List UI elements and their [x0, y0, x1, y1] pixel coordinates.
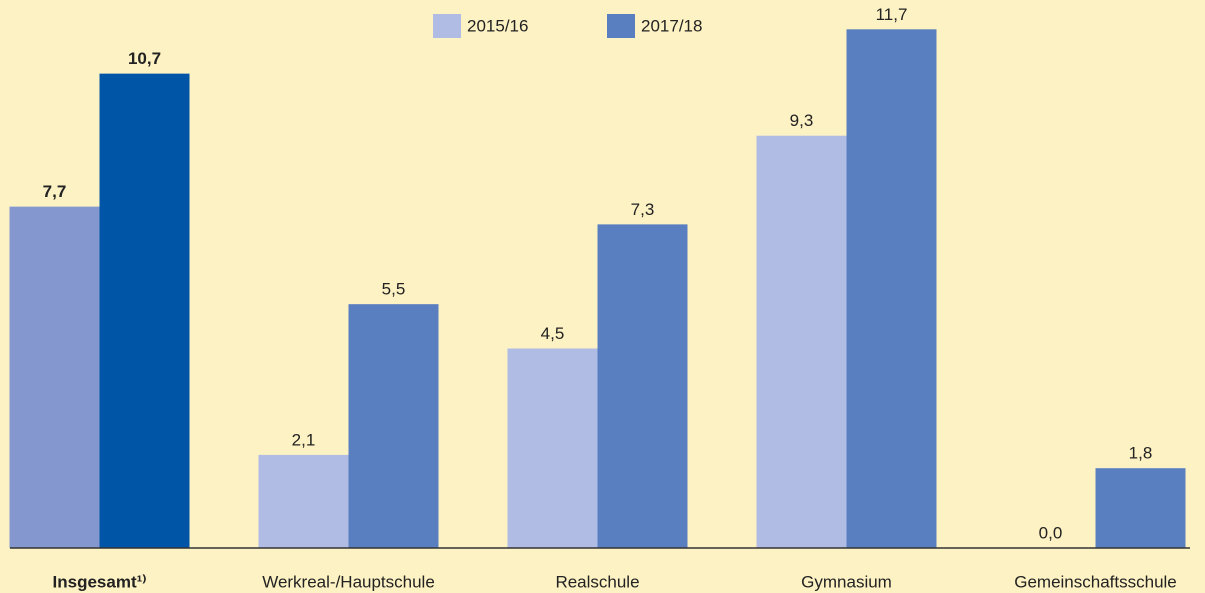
value-label: 7,7: [43, 182, 67, 201]
legend-label: 2017/18: [641, 16, 702, 35]
legend-swatch: [433, 14, 461, 38]
x-tick-label: Gemeinschaftsschule: [1014, 572, 1177, 591]
value-label: 10,7: [128, 49, 161, 68]
value-label: 11,7: [876, 5, 908, 24]
value-label: 4,5: [541, 324, 565, 343]
value-label: 0,0: [1039, 523, 1063, 542]
x-tick-label: Gymnasium: [801, 572, 892, 591]
bar: [348, 304, 439, 548]
legend-swatch: [607, 14, 635, 38]
bar: [597, 224, 688, 548]
legend-label: 2015/16: [467, 16, 528, 35]
value-label: 1,8: [1129, 444, 1153, 463]
value-label: 2,1: [292, 430, 316, 449]
bar: [258, 454, 349, 548]
bar: [1095, 468, 1186, 548]
value-label: 5,5: [382, 280, 406, 299]
bar: [507, 348, 598, 548]
x-tick-label: Insgesamt¹⁾: [53, 572, 147, 591]
value-label: 7,3: [631, 200, 655, 219]
x-tick-label: Realschule: [555, 572, 639, 591]
bar: [756, 135, 847, 548]
x-tick-label: Werkreal-/Hauptschule: [262, 572, 435, 591]
value-label: 9,3: [790, 111, 814, 130]
bar: [99, 73, 190, 548]
bar: [846, 29, 937, 549]
bar: [9, 206, 100, 548]
